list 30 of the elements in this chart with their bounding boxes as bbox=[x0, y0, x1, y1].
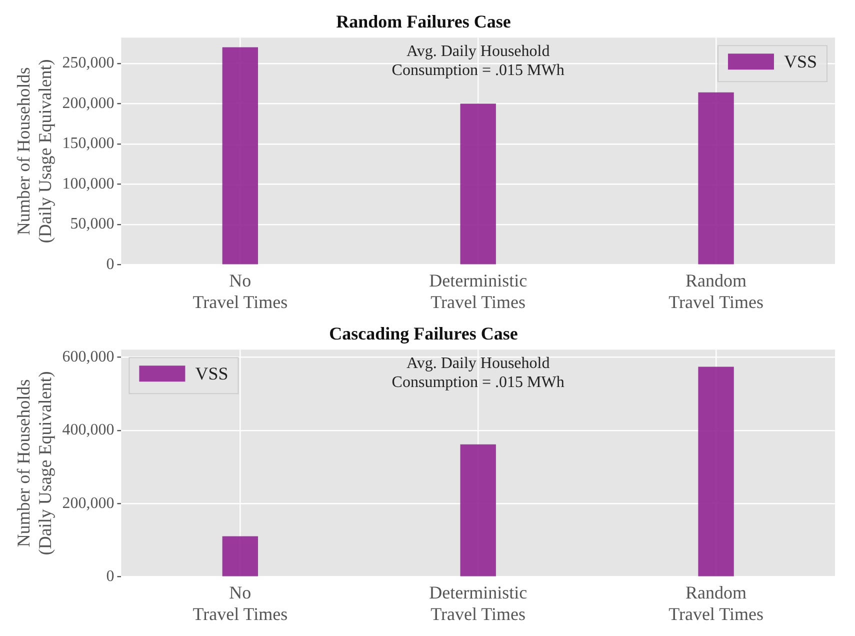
y-tick-label: 0 bbox=[106, 568, 114, 586]
y-tick-label: 150,000 bbox=[62, 135, 114, 152]
legend-label: VSS bbox=[195, 363, 228, 384]
y-tick-label: 400,000 bbox=[62, 422, 114, 439]
annotation: Avg. Daily Household Consumption = .015 MWh bbox=[392, 354, 564, 391]
x-tick-label: No Travel Times bbox=[192, 582, 288, 624]
x-tick-label: Deterministic Travel Times bbox=[429, 582, 528, 624]
y-tick-label: 50,000 bbox=[70, 216, 114, 233]
y-axis-title: Number of Households (Daily Usage Equivalent) bbox=[14, 59, 56, 244]
chart-title: Random Failures Case bbox=[336, 11, 511, 32]
x-tick-label: No Travel Times bbox=[192, 270, 288, 312]
bar bbox=[222, 47, 258, 264]
x-tick-label: Random Travel Times bbox=[668, 270, 764, 312]
x-tick-label: Random Travel Times bbox=[668, 582, 764, 624]
chart-title: Cascading Failures Case bbox=[329, 323, 518, 344]
bar bbox=[222, 536, 258, 576]
bar bbox=[460, 104, 496, 264]
y-tick-label: 600,000 bbox=[62, 348, 114, 366]
y-tick-label: 0 bbox=[106, 256, 114, 274]
y-tick-label: 100,000 bbox=[62, 175, 114, 192]
annotation: Avg. Daily Household Consumption = .015 MWh bbox=[392, 42, 564, 79]
y-tick-label: 200,000 bbox=[62, 494, 114, 512]
y-axis-title: Number of Households (Daily Usage Equivalent) bbox=[14, 371, 56, 556]
bar bbox=[698, 92, 734, 264]
y-tick-label: 200,000 bbox=[62, 94, 114, 112]
bar bbox=[698, 366, 734, 576]
y-tick-label: 250,000 bbox=[62, 54, 114, 72]
legend-label: VSS bbox=[784, 51, 818, 72]
bar bbox=[460, 444, 496, 576]
x-tick-label: Deterministic Travel Times bbox=[429, 270, 528, 312]
